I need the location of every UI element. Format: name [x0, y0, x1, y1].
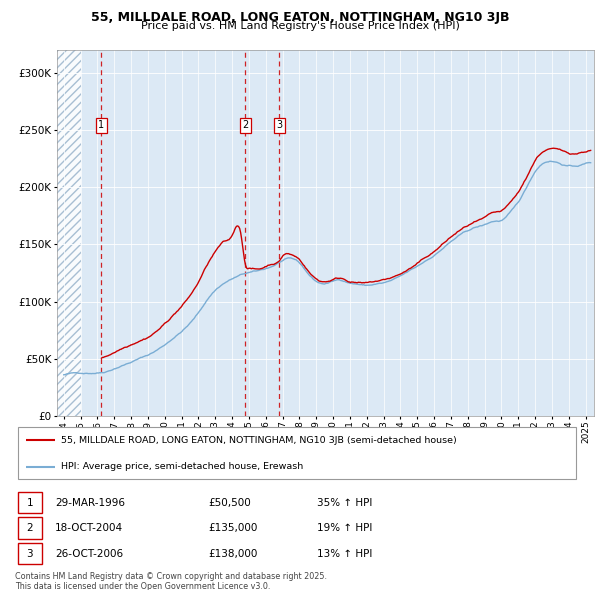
Text: 1: 1 [26, 498, 33, 507]
Text: 3: 3 [26, 549, 33, 559]
Text: 29-MAR-1996: 29-MAR-1996 [55, 498, 125, 507]
Text: 2: 2 [26, 523, 33, 533]
Bar [18, 517, 42, 539]
Text: HPI: Average price, semi-detached house, Erewash: HPI: Average price, semi-detached house,… [61, 463, 303, 471]
Text: 55, MILLDALE ROAD, LONG EATON, NOTTINGHAM, NG10 3JB (semi-detached house): 55, MILLDALE ROAD, LONG EATON, NOTTINGHA… [61, 436, 457, 445]
Text: 13% ↑ HPI: 13% ↑ HPI [317, 549, 373, 559]
Text: This data is licensed under the Open Government Licence v3.0.: This data is licensed under the Open Gov… [15, 582, 271, 590]
Text: 19% ↑ HPI: 19% ↑ HPI [317, 523, 373, 533]
Text: £138,000: £138,000 [208, 549, 257, 559]
Text: 2: 2 [242, 120, 248, 130]
Text: 55, MILLDALE ROAD, LONG EATON, NOTTINGHAM, NG10 3JB: 55, MILLDALE ROAD, LONG EATON, NOTTINGHA… [91, 11, 509, 24]
Text: 35% ↑ HPI: 35% ↑ HPI [317, 498, 373, 507]
Text: 1: 1 [98, 120, 104, 130]
Text: £50,500: £50,500 [208, 498, 251, 507]
Text: 18-OCT-2004: 18-OCT-2004 [55, 523, 124, 533]
Text: Contains HM Land Registry data © Crown copyright and database right 2025.: Contains HM Land Registry data © Crown c… [15, 572, 327, 581]
Text: 26-OCT-2006: 26-OCT-2006 [55, 549, 124, 559]
Text: Price paid vs. HM Land Registry's House Price Index (HPI): Price paid vs. HM Land Registry's House … [140, 21, 460, 31]
Text: £135,000: £135,000 [208, 523, 257, 533]
Text: 3: 3 [277, 120, 283, 130]
Bar [18, 492, 42, 513]
Bar [18, 543, 42, 564]
